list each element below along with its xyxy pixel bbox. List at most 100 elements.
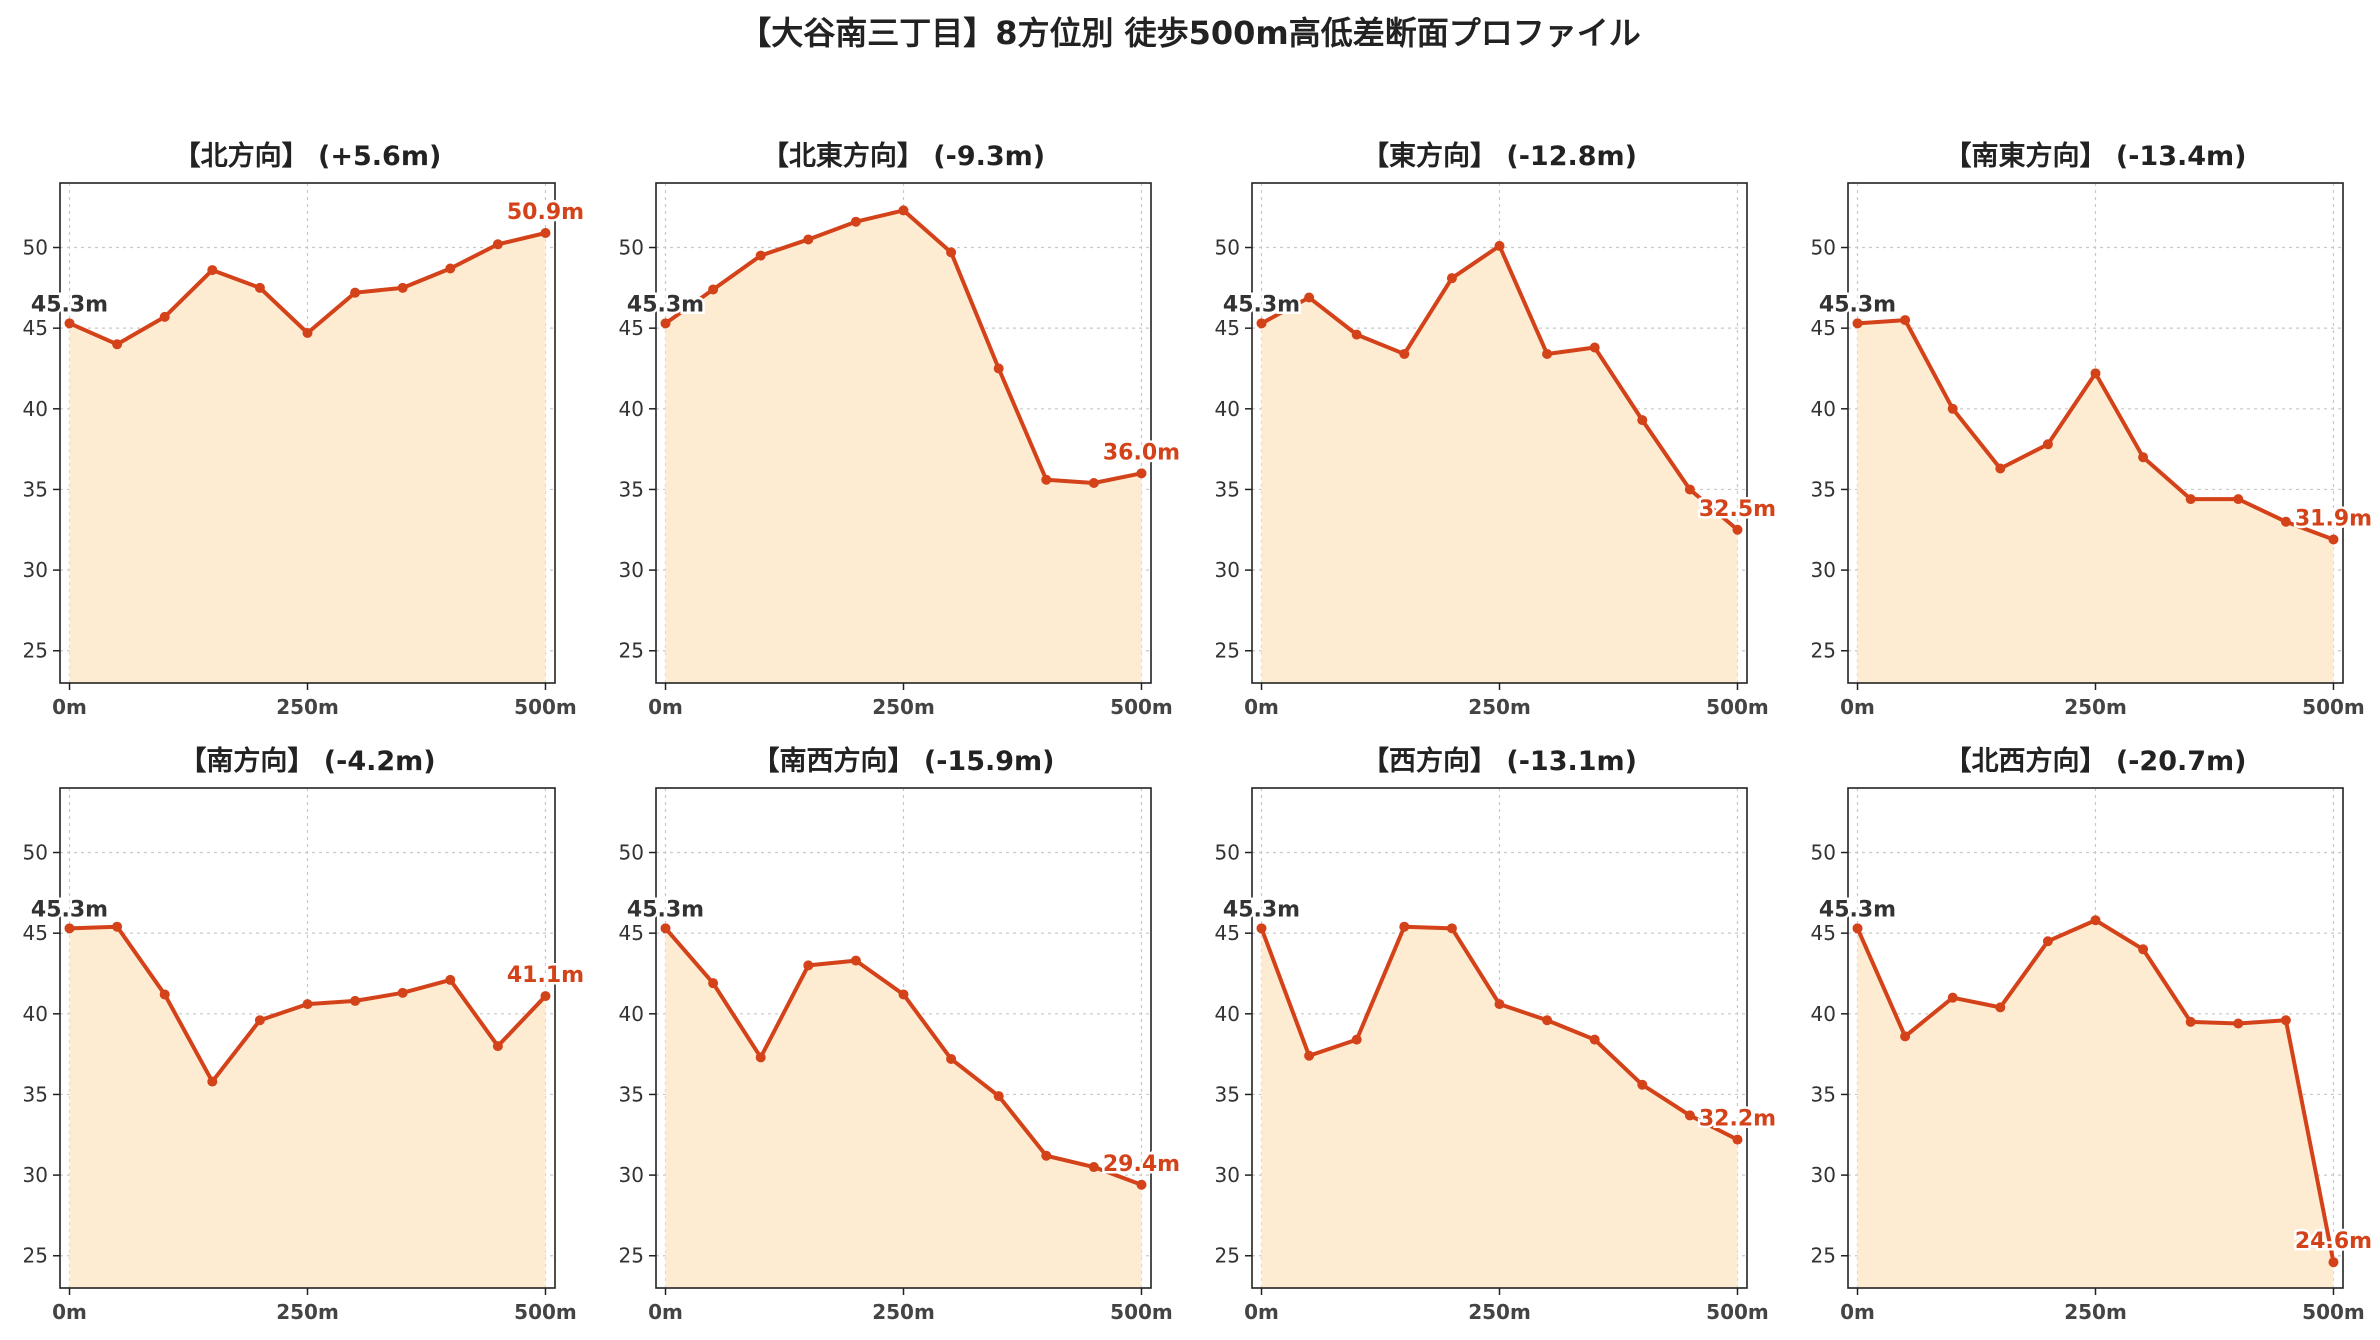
chart-1-point (207, 265, 218, 276)
chart-5-point (64, 923, 75, 934)
chart-1-point (64, 318, 75, 329)
chart-5-point (302, 999, 313, 1010)
chart-1-ytick-label: 30 (23, 558, 48, 582)
chart-8-point (1900, 1031, 1911, 1042)
chart-8-ytick-label: 25 (1811, 1244, 1836, 1268)
chart-3-ytick-label: 45 (1215, 316, 1240, 340)
chart-6-point (660, 923, 671, 934)
chart-1-ytick-label: 35 (23, 477, 48, 501)
chart-2-point (898, 205, 909, 216)
chart-7-ytick-label: 45 (1215, 921, 1240, 945)
chart-6-point (946, 1053, 957, 1064)
chart-2-ytick-label: 35 (619, 477, 644, 501)
chart-8-title: 【北西方向】 (-20.7m) (1944, 745, 2246, 777)
chart-8-point (1852, 923, 1863, 934)
chart-7-point (1732, 1134, 1743, 1145)
chart-8-point (2042, 936, 2053, 947)
chart-7-end-label: 32.2m (1699, 1107, 1776, 1132)
chart-2-ytick-label: 25 (619, 639, 644, 663)
chart-3-start-label: 45.3m (1223, 292, 1300, 317)
chart-5-ytick-label: 40 (23, 1002, 48, 1026)
chart-2-point (708, 284, 719, 295)
chart-8-end-label: 24.6m (2295, 1229, 2372, 1254)
chart-8-ytick-label: 30 (1811, 1163, 1836, 1187)
chart-4-xtick-label: 500m (2302, 695, 2365, 719)
chart-8-point (2233, 1018, 2244, 1029)
chart-7-start-label: 45.3m (1223, 897, 1300, 922)
chart-1-point (540, 228, 551, 238)
chart-2-point (755, 250, 766, 261)
chart-6-point (755, 1052, 766, 1063)
chart-1-ytick-label: 25 (23, 639, 48, 663)
chart-3-ytick-label: 40 (1215, 397, 1240, 421)
chart-6-xtick-label: 500m (1110, 1300, 1173, 1324)
chart-6-xtick-label: 0m (648, 1300, 683, 1324)
chart-4-ytick-label: 45 (1811, 316, 1836, 340)
chart-3-point (1732, 524, 1743, 535)
chart-3-title: 【東方向】 (-12.8m) (1362, 140, 1637, 172)
chart-7-point (1494, 999, 1505, 1010)
chart-1-point (254, 282, 265, 293)
chart-1-point (350, 287, 361, 298)
chart-3-point (1637, 415, 1648, 426)
chart-8-xtick-label: 250m (2064, 1300, 2127, 1324)
chart-8-point (2090, 915, 2101, 926)
chart-4-point (1900, 315, 1911, 326)
chart-4-ytick-label: 40 (1811, 397, 1836, 421)
chart-5-ytick-label: 30 (23, 1163, 48, 1187)
chart-6-point (803, 960, 814, 971)
chart-1-xtick-label: 0m (52, 695, 87, 719)
chart-7-xtick-label: 500m (1706, 1300, 1769, 1324)
chart-4-end-label: 31.9m (2295, 506, 2372, 531)
chart-6-area (665, 928, 1142, 1288)
chart-5-ytick-label: 35 (23, 1082, 48, 1106)
chart-7-point (1304, 1050, 1315, 1061)
chart-1-area (69, 233, 546, 683)
chart-8-point (2138, 944, 2149, 955)
chart-8-point (2328, 1257, 2339, 1268)
chart-2-point (850, 216, 861, 227)
chart-2-ytick-label: 45 (619, 316, 644, 340)
chart-5-end-label: 41.1m (507, 963, 584, 988)
chart-2-point (1088, 478, 1099, 488)
chart-6-end-label: 29.4m (1103, 1152, 1180, 1177)
chart-7-point (1256, 923, 1267, 934)
chart-7-point (1637, 1079, 1648, 1090)
chart-6-point (850, 955, 861, 966)
chart-1-ytick-label: 45 (23, 316, 48, 340)
chart-8-ytick-label: 50 (1811, 841, 1836, 865)
chart-6-point (1041, 1150, 1052, 1161)
chart-1-title: 【北方向】 (+5.6m) (174, 140, 442, 172)
chart-6-point (1088, 1162, 1099, 1173)
chart-7-point (1351, 1034, 1362, 1045)
chart-5-ytick-label: 50 (23, 841, 48, 865)
chart-4-point (2090, 368, 2101, 379)
chart-3-point (1399, 348, 1410, 359)
chart-2-point (1136, 468, 1147, 479)
chart-4-point (1947, 403, 1958, 414)
chart-7-ytick-label: 40 (1215, 1002, 1240, 1026)
chart-2-point (946, 247, 957, 258)
chart-7-point (1589, 1034, 1600, 1045)
chart-2-area (665, 210, 1142, 683)
chart-2-end-label: 36.0m (1103, 440, 1180, 465)
chart-3-point (1446, 273, 1457, 284)
chart-4-xtick-label: 0m (1840, 695, 1875, 719)
chart-8-point (2280, 1015, 2291, 1026)
chart-4-point (2280, 516, 2291, 527)
chart-8-area (1857, 920, 2334, 1288)
chart-4-point (2042, 439, 2053, 450)
chart-6-xtick-label: 250m (872, 1300, 935, 1324)
chart-5-point (445, 974, 456, 985)
chart-3-point (1351, 329, 1362, 340)
chart-5-point (397, 987, 408, 998)
chart-4-point (2185, 494, 2196, 505)
chart-2-point (660, 318, 671, 329)
chart-6-ytick-label: 30 (619, 1163, 644, 1187)
chart-2-ytick-label: 50 (619, 236, 644, 260)
chart-1-point (397, 282, 408, 293)
chart-1-point (492, 239, 503, 250)
